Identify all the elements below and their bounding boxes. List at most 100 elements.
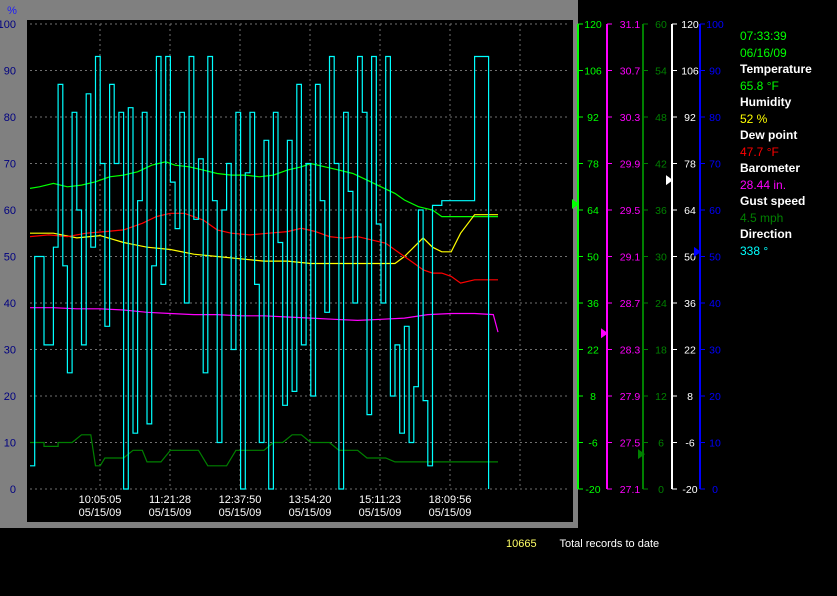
direction-label: Direction <box>740 227 793 241</box>
temp_white-tick-label: -20 <box>682 484 697 496</box>
temperature-value: 65.8 °F <box>740 78 779 93</box>
barometer-value: 28.44 in. <box>740 177 787 192</box>
x-tick-time: 11:21:28 <box>149 494 191 506</box>
direction-tick-label: 90 <box>709 66 721 78</box>
series-direction <box>30 55 490 490</box>
humidity-value: 52 % <box>740 111 768 126</box>
barometer-tick-label: 29.1 <box>620 252 641 264</box>
gust-value: 4.5 mph <box>740 210 784 225</box>
percent-tick-label: 40 <box>4 298 16 310</box>
readout-time: 07:33:39 <box>740 29 787 43</box>
temperature-tick-label: 78 <box>587 159 599 171</box>
humidity-label: Humidity <box>740 95 792 109</box>
gust-tick-label: 48 <box>655 112 667 124</box>
direction-tick-label: 60 <box>709 205 721 217</box>
temp_white-tick-label: 78 <box>684 159 696 171</box>
temp_white-tick-label: 120 <box>681 19 699 31</box>
gust-tick-label: 0 <box>658 484 664 496</box>
direction-tick-label: 40 <box>709 298 721 310</box>
x-tick-time: 18:09:56 <box>429 494 472 506</box>
direction-tick-label: 0 <box>712 484 718 496</box>
temperature-tick-label: 36 <box>587 298 599 310</box>
temperature-tick-label: 120 <box>584 19 602 31</box>
gust-tick-label: 24 <box>655 298 667 310</box>
percent-tick-label: 100 <box>0 19 16 31</box>
gust-current-marker <box>638 449 645 460</box>
barometer-tick-label: 29.9 <box>620 159 641 171</box>
direction-tick-label: 30 <box>709 345 721 357</box>
temp_white-tick-label: 106 <box>681 66 699 78</box>
percent-tick-label: 90 <box>4 66 16 78</box>
direction-tick-label: 100 <box>706 19 724 31</box>
current-readout: 07:33:39 06/16/09 Temperature 65.8 °F Hu… <box>740 28 812 259</box>
direction-current-marker <box>694 246 701 257</box>
temperature-tick-label: -6 <box>588 438 597 450</box>
temp_white-tick-label: 36 <box>684 298 696 310</box>
records-count: 10665 <box>506 538 537 550</box>
barometer-tick-label: 30.7 <box>620 66 641 78</box>
chart-panel <box>0 0 578 528</box>
percent-axis-label: % <box>7 5 17 17</box>
x-tick-date: 05/15/09 <box>149 507 192 519</box>
dewpoint-label: Dew point <box>740 128 798 142</box>
direction-tick-label: 50 <box>709 252 721 264</box>
temp_white-tick-label: 64 <box>684 205 696 217</box>
x-axis-ticks: 10:05:0505/15/0911:21:2805/15/0912:37:50… <box>79 494 472 519</box>
x-tick-date: 05/15/09 <box>79 507 122 519</box>
temp_white-current-marker <box>666 175 673 186</box>
gust-tick-label: 42 <box>655 159 667 171</box>
temperature-current-marker <box>572 199 579 210</box>
percent-tick-label: 0 <box>10 484 16 496</box>
temperature-tick-label: 22 <box>587 345 599 357</box>
gust-tick-label: 36 <box>655 205 667 217</box>
series-lines <box>29 55 499 490</box>
records-status: 10665 Total records to date <box>506 538 659 550</box>
barometer-tick-label: 27.9 <box>620 391 641 403</box>
temperature-tick-label: 50 <box>587 252 599 264</box>
gust-tick-label: 18 <box>655 345 667 357</box>
temperature-tick-label: 64 <box>587 205 599 217</box>
temp_white-tick-label: 22 <box>684 345 696 357</box>
direction-tick-label: 70 <box>709 159 721 171</box>
temp_white-tick-label: 8 <box>687 391 693 403</box>
barometer-tick-label: 31.1 <box>620 19 641 31</box>
gust-tick-label: 60 <box>655 19 667 31</box>
direction-tick-label: 20 <box>709 391 721 403</box>
barometer-tick-label: 28.7 <box>620 298 641 310</box>
x-tick-time: 10:05:05 <box>79 494 122 506</box>
temp_white-tick-label: -6 <box>685 438 694 450</box>
readout-date: 06/16/09 <box>740 45 787 60</box>
percent-tick-label: 30 <box>4 345 16 357</box>
barometer-current-marker <box>601 328 608 339</box>
gust-tick-label: 54 <box>655 66 667 78</box>
barometer-tick-label: 27.5 <box>620 438 641 450</box>
direction-tick-label: 10 <box>709 438 721 450</box>
x-tick-date: 05/15/09 <box>429 507 472 519</box>
direction-value: 338 ° <box>740 243 769 258</box>
temperature-tick-label: -20 <box>585 484 600 496</box>
barometer-tick-label: 29.5 <box>620 205 641 217</box>
x-tick-time: 15:11:23 <box>359 494 401 506</box>
records-label: Total records to date <box>559 538 660 550</box>
temperature-tick-label: 106 <box>584 66 602 78</box>
dewpoint-value: 47.7 °F <box>740 144 779 159</box>
gust-tick-label: 6 <box>658 438 664 450</box>
percent-tick-label: 70 <box>4 159 16 171</box>
grid-lines <box>30 23 570 490</box>
percent-tick-label: 60 <box>4 205 16 217</box>
x-tick-time: 13:54:20 <box>289 494 332 506</box>
percent-tick-label: 10 <box>4 438 16 450</box>
x-tick-date: 05/15/09 <box>219 507 262 519</box>
barometer-tick-label: 28.3 <box>620 345 641 357</box>
x-tick-date: 05/15/09 <box>359 507 402 519</box>
x-tick-time: 12:37:50 <box>219 494 262 506</box>
temp_white-tick-label: 92 <box>684 112 696 124</box>
series-humidity <box>30 214 498 265</box>
barometer-label: Barometer <box>740 161 801 175</box>
percent-tick-label: 20 <box>4 391 16 403</box>
temperature-tick-label: 8 <box>590 391 596 403</box>
percent-tick-label: 80 <box>4 112 16 124</box>
plot-area <box>27 20 573 522</box>
temperature-tick-label: 92 <box>587 112 599 124</box>
